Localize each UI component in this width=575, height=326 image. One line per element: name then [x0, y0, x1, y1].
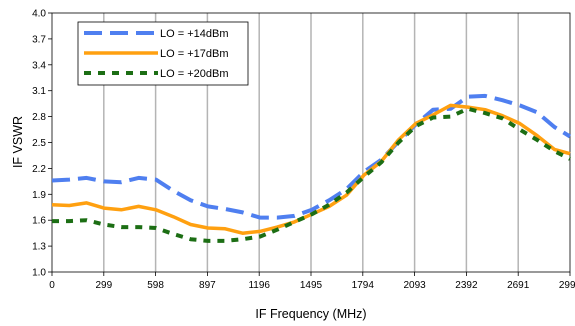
y-tick-label: 1.0 [32, 268, 46, 279]
x-tick-label: 598 [147, 280, 164, 291]
y-tick-label: 3.1 [32, 86, 46, 97]
x-tick-label: 897 [199, 280, 216, 291]
y-tick-label: 3.4 [32, 60, 46, 71]
x-tick-label: 1794 [352, 280, 375, 291]
y-tick-label: 1.6 [32, 216, 46, 227]
series-line-3 [52, 106, 571, 243]
y-tick-label: 1.3 [32, 242, 46, 253]
legend-label-1: LO = +14dBm [160, 28, 229, 40]
x-tick-label: 2093 [403, 280, 426, 291]
y-tick-label: 3.7 [32, 34, 46, 45]
x-tick-label: 1495 [300, 280, 323, 291]
x-tick-label: 2990 [559, 280, 575, 291]
x-axis-ticks: 0 299 598 897 1196 1495 1794 2093 2392 2691 2990 [49, 272, 575, 291]
y-tick-label: 4.0 [32, 9, 46, 20]
x-tick-label: 1196 [248, 280, 270, 291]
x-tick-label: 2691 [507, 280, 530, 291]
x-tick-label: 2392 [455, 280, 478, 291]
y-tick-label: 2.8 [32, 112, 46, 123]
legend-label-2: LO = +17dBm [160, 48, 229, 60]
y-axis-title: IF VSWR [11, 116, 25, 168]
x-axis-title: IF Frequency (MHz) [255, 307, 366, 321]
y-tick-label: 2.2 [32, 164, 46, 175]
y-tick-label: 2.5 [32, 138, 46, 149]
series-lines [51, 93, 572, 243]
y-tick-label: 1.9 [32, 190, 46, 201]
y-axis-ticks: 1.0 1.3 1.6 1.9 2.2 2.5 2.8 3.1 3.4 3.7 4.0 [32, 9, 52, 279]
series-line-1 [51, 93, 572, 220]
x-tick-label: 0 [49, 280, 55, 291]
legend: LO = +14dBm LO = +17dBm LO = +20dBm [77, 21, 249, 86]
x-tick-label: 299 [95, 280, 112, 291]
legend-label-3: LO = +20dBm [160, 68, 229, 80]
